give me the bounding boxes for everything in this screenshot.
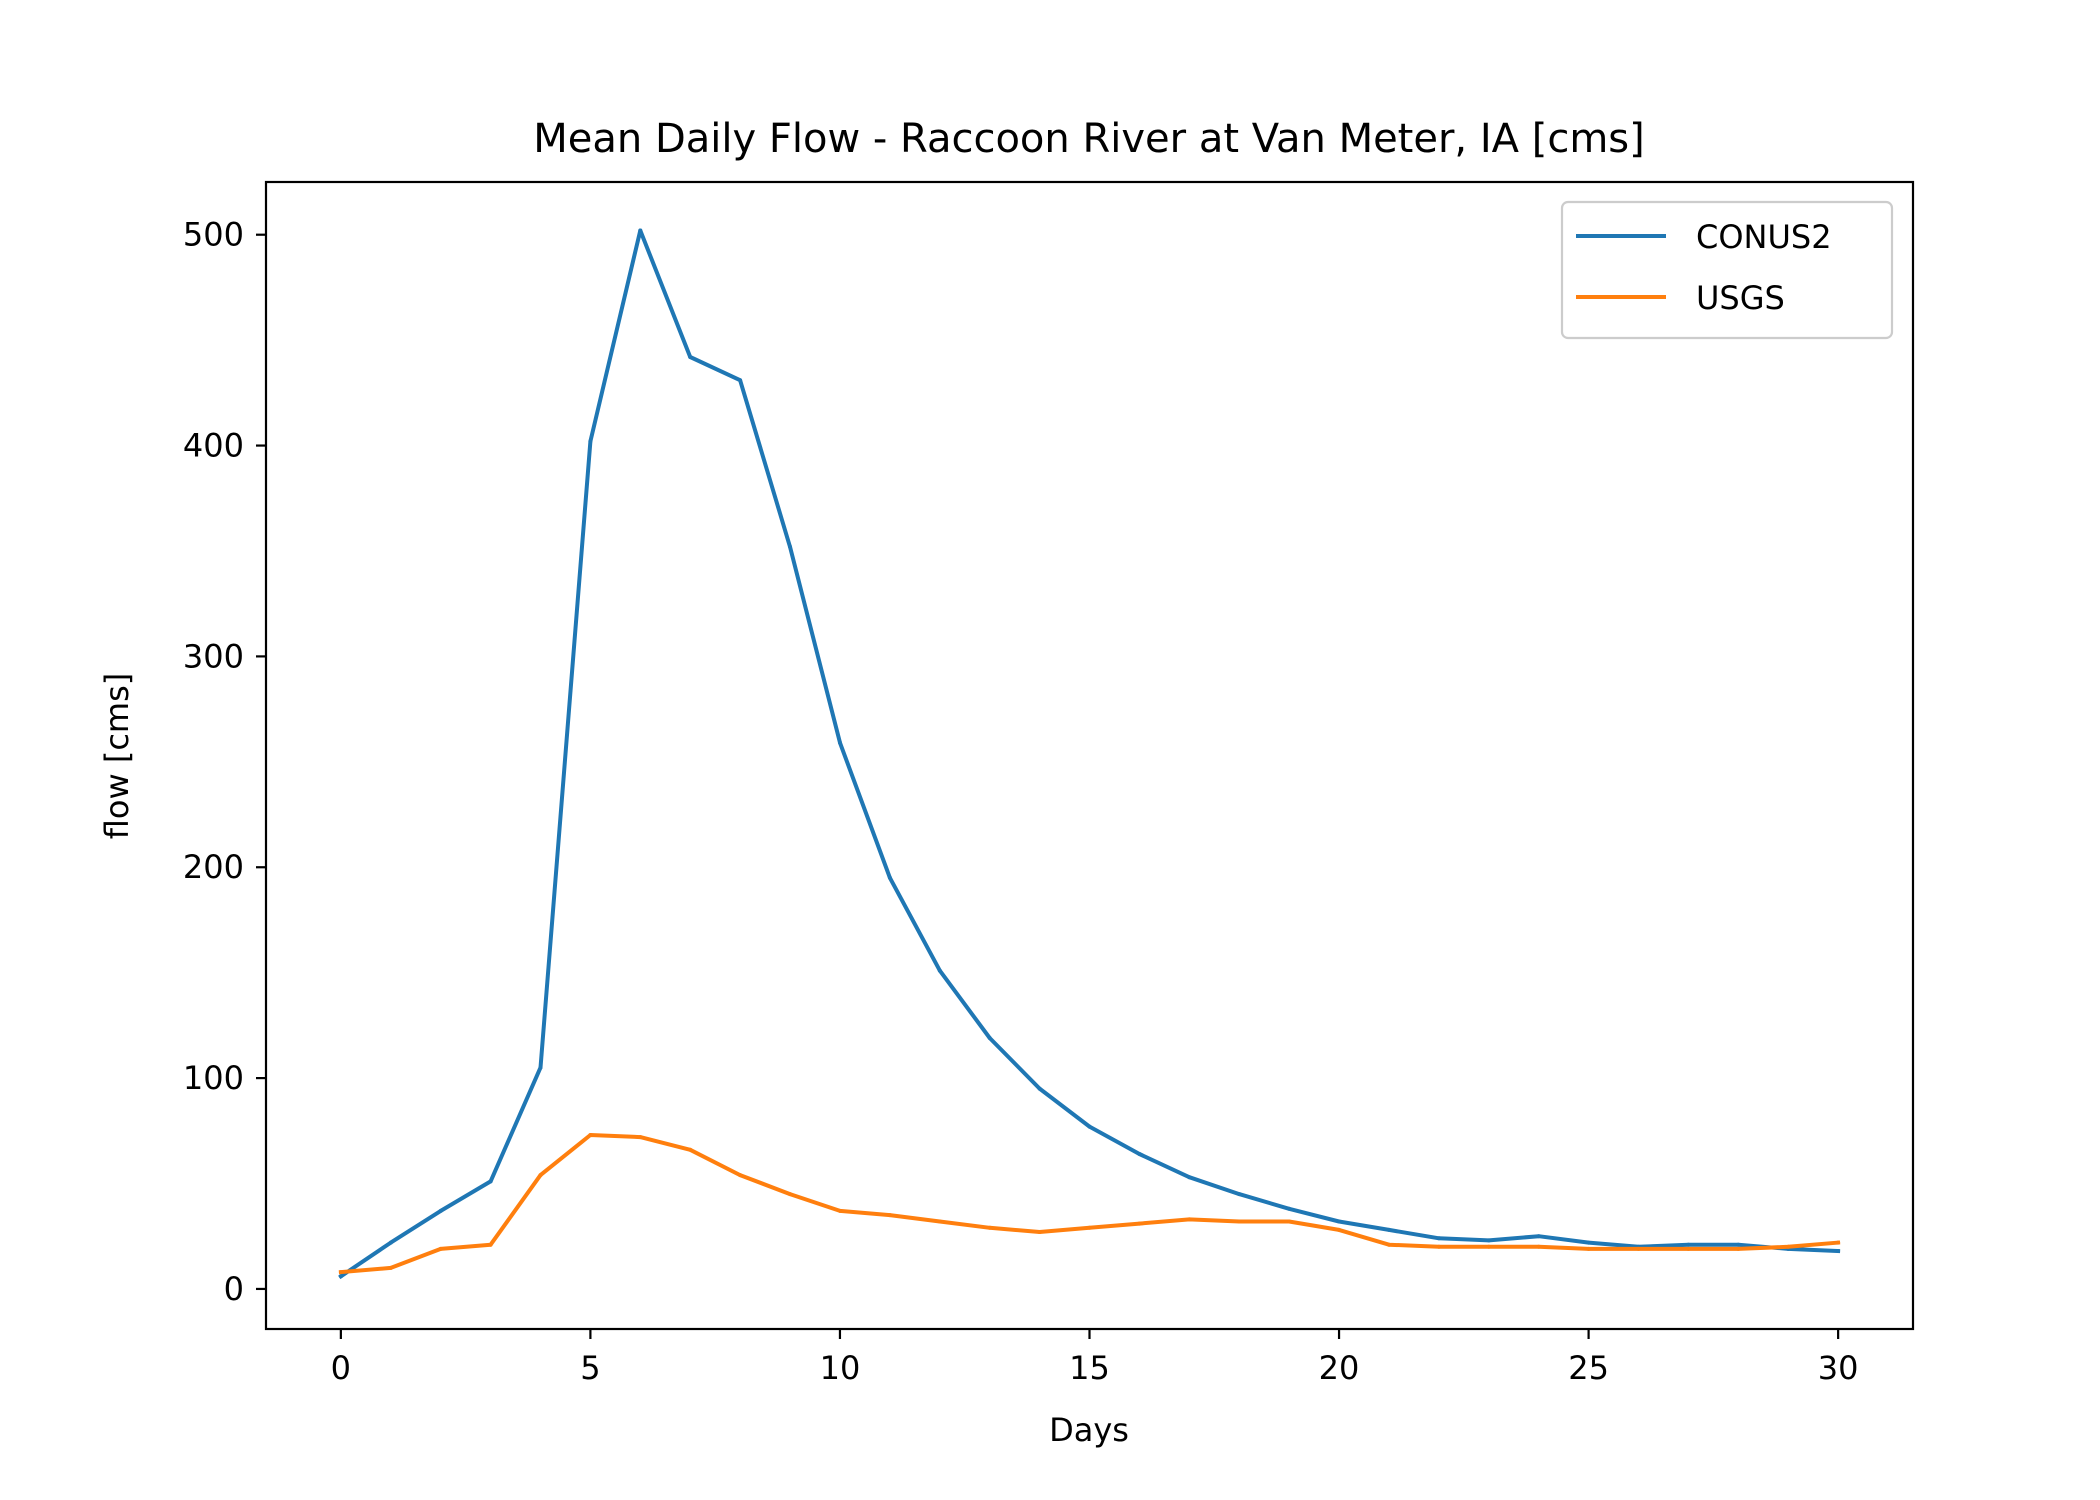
data-point-usgs xyxy=(1037,1230,1042,1234)
data-point-conus2 xyxy=(1436,1236,1441,1241)
data-point-usgs xyxy=(1436,1244,1441,1249)
data-point-usgs xyxy=(388,1265,393,1270)
data-point-conus2 xyxy=(338,1274,343,1279)
y-tick-label: 500 xyxy=(183,216,244,254)
data-point-usgs xyxy=(588,1133,593,1137)
data-point-conus2 xyxy=(987,1036,992,1040)
data-point-usgs xyxy=(1736,1246,1741,1251)
data-point-conus2 xyxy=(488,1179,493,1184)
x-axis-title: Days xyxy=(1049,1411,1129,1449)
x-tick-label: 0 xyxy=(331,1349,351,1387)
data-point-usgs xyxy=(1786,1244,1791,1249)
data-point-conus2 xyxy=(588,439,593,444)
data-point-conus2 xyxy=(1187,1175,1192,1180)
chart-title: Mean Daily Flow - Raccoon River at Van M… xyxy=(533,116,1644,162)
data-point-usgs xyxy=(937,1219,942,1224)
data-point-conus2 xyxy=(388,1240,393,1245)
data-point-conus2 xyxy=(538,1065,543,1070)
data-point-conus2 xyxy=(1087,1124,1092,1129)
data-point-conus2 xyxy=(688,355,693,359)
x-tick-label: 10 xyxy=(820,1349,861,1387)
data-point-conus2 xyxy=(1387,1227,1391,1232)
data-point-conus2 xyxy=(1686,1242,1691,1247)
y-tick-label: 300 xyxy=(183,637,244,675)
data-point-usgs xyxy=(1137,1221,1142,1226)
data-point-conus2 xyxy=(1736,1242,1741,1247)
data-point-usgs xyxy=(838,1208,842,1213)
y-tick-label: 0 xyxy=(224,1270,244,1308)
data-point-usgs xyxy=(1836,1240,1841,1245)
data-point-conus2 xyxy=(887,875,892,880)
data-point-usgs xyxy=(738,1173,743,1178)
data-point-conus2 xyxy=(1536,1234,1541,1239)
data-point-conus2 xyxy=(1287,1206,1292,1211)
data-point-usgs xyxy=(987,1225,992,1230)
data-point-conus2 xyxy=(1486,1238,1491,1243)
data-point-usgs xyxy=(1486,1244,1491,1249)
y-axis-title: flow [cms] xyxy=(98,673,136,839)
data-point-usgs xyxy=(1237,1219,1242,1224)
data-point-conus2 xyxy=(937,968,942,973)
data-point-conus2 xyxy=(838,740,842,745)
x-tick-label: 5 xyxy=(580,1349,600,1387)
data-point-usgs xyxy=(538,1173,543,1178)
legend-label-usgs: USGS xyxy=(1696,279,1785,317)
y-tick-label: 200 xyxy=(183,848,244,886)
data-point-usgs xyxy=(1187,1217,1192,1222)
series-layer xyxy=(338,228,1841,1280)
x-tick-label: 25 xyxy=(1568,1349,1609,1387)
data-point-usgs xyxy=(438,1246,443,1251)
data-point-conus2 xyxy=(1137,1152,1142,1156)
data-point-usgs xyxy=(1337,1227,1341,1232)
data-point-usgs xyxy=(887,1213,892,1218)
data-point-usgs xyxy=(688,1147,693,1152)
data-point-conus2 xyxy=(1237,1192,1242,1197)
data-point-usgs xyxy=(488,1242,493,1247)
data-point-usgs xyxy=(1586,1246,1591,1251)
data-point-conus2 xyxy=(788,544,792,549)
data-point-usgs xyxy=(638,1135,643,1140)
data-point-usgs xyxy=(1387,1242,1391,1247)
x-tick-label: 30 xyxy=(1818,1349,1859,1387)
x-tick-label: 20 xyxy=(1319,1349,1360,1387)
data-point-conus2 xyxy=(1836,1249,1841,1253)
data-point-conus2 xyxy=(1337,1219,1341,1224)
x-tick-label: 15 xyxy=(1069,1349,1110,1387)
data-point-usgs xyxy=(338,1270,343,1275)
y-tick-label: 400 xyxy=(183,427,244,465)
data-point-usgs xyxy=(1087,1225,1092,1230)
legend-label-conus2: CONUS2 xyxy=(1696,218,1832,256)
data-point-usgs xyxy=(788,1192,792,1197)
data-point-conus2 xyxy=(1586,1240,1591,1245)
data-point-usgs xyxy=(1686,1246,1691,1251)
y-tick-label: 100 xyxy=(183,1059,244,1097)
data-point-conus2 xyxy=(638,228,643,233)
legend: CONUS2 USGS xyxy=(1560,200,1894,340)
data-point-usgs xyxy=(1287,1219,1292,1224)
data-point-conus2 xyxy=(1037,1086,1042,1091)
data-point-usgs xyxy=(1636,1246,1641,1251)
data-point-usgs xyxy=(1536,1244,1541,1249)
data-point-conus2 xyxy=(738,378,743,383)
data-point-conus2 xyxy=(438,1208,443,1213)
plot-area-frame xyxy=(264,180,1915,1331)
